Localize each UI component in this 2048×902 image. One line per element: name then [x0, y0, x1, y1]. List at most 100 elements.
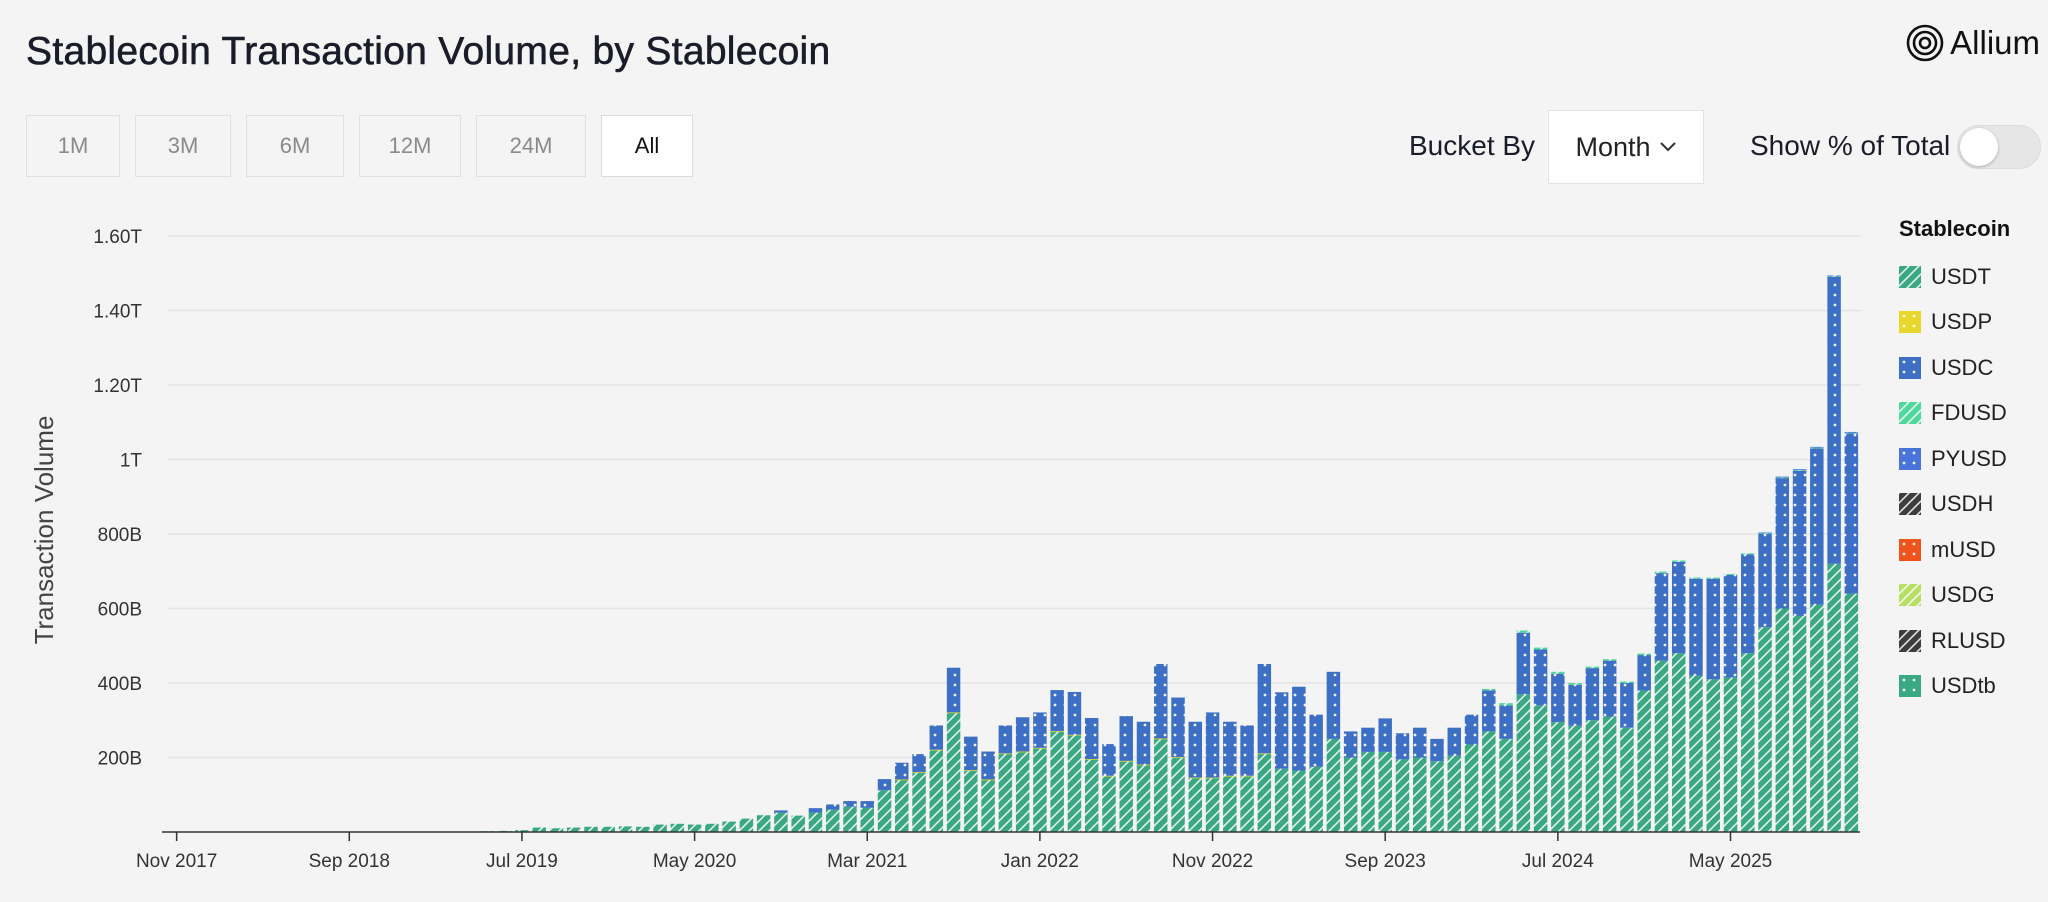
bar-segment-usdc[interactable] [1292, 686, 1306, 771]
bar-segment-usdt[interactable] [1671, 653, 1686, 832]
bar-segment-usdc[interactable] [1102, 744, 1116, 776]
bar-segment-usdc[interactable] [1395, 733, 1410, 760]
bar-segment-usdc[interactable] [1568, 684, 1582, 726]
bar-segment-usdc[interactable] [1792, 470, 1807, 616]
bar-segment-fdusd[interactable] [1654, 571, 1669, 574]
bar-segment-usdp[interactable] [895, 779, 909, 781]
legend-item-usdc[interactable]: USDC [1899, 345, 2010, 391]
range-1m-button[interactable]: 1M [26, 115, 120, 177]
range-24m-button[interactable]: 24M [476, 115, 586, 177]
bar-segment-usdc[interactable] [1516, 632, 1531, 695]
bar-segment-usdp[interactable] [1223, 775, 1237, 777]
bar-segment-usdt[interactable] [1274, 768, 1289, 832]
bar-segment-pyusd[interactable] [1775, 476, 1790, 478]
bar-segment-usdc[interactable] [895, 762, 909, 780]
bar-segment-fdusd[interactable] [1482, 688, 1496, 691]
bar-segment-usdc[interactable] [1413, 727, 1427, 758]
bar-segment-usdc[interactable] [1844, 433, 1859, 594]
bar-segment-fdusd[interactable] [1792, 469, 1807, 471]
bar-segment-usdc[interactable] [825, 804, 840, 810]
bar-segment-usdc[interactable] [1309, 714, 1323, 767]
bar-segment-usdt[interactable] [1033, 748, 1047, 832]
bar-segment-fdusd[interactable] [1499, 703, 1513, 706]
bar-segment-usdc[interactable] [1274, 692, 1289, 769]
bar-segment-usdp[interactable] [1084, 758, 1099, 760]
bar-segment-usdc[interactable] [1378, 718, 1392, 752]
bar-segment-usdt[interactable] [1154, 738, 1168, 833]
bar-segment-usdt[interactable] [1482, 731, 1496, 832]
bucket-by-select[interactable]: Month [1548, 110, 1704, 184]
bar-segment-fdusd[interactable] [1758, 532, 1772, 534]
bar-segment-usdt[interactable] [774, 812, 788, 832]
bar-segment-usdc[interactable] [1447, 727, 1461, 756]
bar-segment-usdc[interactable] [1257, 664, 1272, 754]
legend-item-usdp[interactable]: USDP [1899, 300, 2010, 346]
bar-segment-usdc[interactable] [946, 667, 961, 713]
bar-segment-usdc[interactable] [1361, 727, 1375, 752]
bar-segment-usdt[interactable] [964, 770, 978, 832]
bar-segment-usdt[interactable] [1343, 757, 1358, 833]
bar-segment-usdt[interactable] [1706, 679, 1720, 832]
bar-segment-usdp[interactable] [912, 772, 926, 773]
bar-segment-usdp[interactable] [1050, 731, 1064, 732]
bar-segment-usdc[interactable] [912, 754, 926, 773]
bar-segment-usdp[interactable] [1188, 777, 1203, 779]
legend-item-usdtb[interactable]: USDtb [1899, 664, 2010, 710]
bar-segment-usdc[interactable] [1171, 697, 1185, 758]
bar-segment-usdt[interactable] [1240, 776, 1254, 833]
bar-segment-fdusd[interactable] [1810, 447, 1824, 449]
bar-segment-usdc[interactable] [1741, 554, 1755, 654]
bar-segment-usdp[interactable] [1015, 751, 1030, 753]
bar-segment-usdc[interactable] [1654, 573, 1669, 661]
bar-segment-usdt[interactable] [1447, 755, 1461, 832]
bar-segment-usdt[interactable] [1015, 751, 1030, 832]
bar-segment-usdt[interactable] [1136, 764, 1151, 832]
bar-segment-usdt[interactable] [618, 826, 633, 832]
bar-segment-usdp[interactable] [1171, 757, 1185, 758]
bar-segment-usdc[interactable] [877, 779, 892, 791]
bar-segment-usdp[interactable] [998, 753, 1013, 755]
range-3m-button[interactable]: 3M [135, 115, 231, 177]
bar-segment-usdt[interactable] [567, 827, 581, 832]
bar-segment-usdc[interactable] [1119, 716, 1133, 761]
bar-segment-usdt[interactable] [1464, 744, 1479, 832]
bar-segment-usdt[interactable] [895, 779, 909, 832]
bar-segment-usdc[interactable] [1671, 561, 1686, 654]
bar-segment-fdusd[interactable] [1741, 553, 1755, 555]
bar-segment-usdc[interactable] [1775, 478, 1790, 609]
bar-segment-fdusd[interactable] [1620, 681, 1634, 683]
bar-segment-usdt[interactable] [705, 823, 719, 832]
bar-segment-usdc[interactable] [1240, 725, 1254, 776]
bar-segment-usdt[interactable] [1050, 731, 1064, 832]
bar-segment-usdt[interactable] [1775, 608, 1790, 833]
bar-segment-usdt[interactable] [1792, 615, 1807, 832]
legend-item-rlusd[interactable]: RLUSD [1899, 618, 2010, 664]
bar-segment-fdusd[interactable] [1844, 432, 1859, 434]
bar-segment-fdusd[interactable] [1602, 659, 1617, 661]
bar-segment-usdt[interactable] [1084, 759, 1099, 832]
bar-segment-usdp[interactable] [1205, 777, 1220, 779]
bar-segment-usdt[interactable] [1413, 757, 1427, 833]
bar-segment-usdt[interactable] [739, 818, 754, 832]
bar-segment-usdp[interactable] [1067, 734, 1082, 736]
bar-segment-fdusd[interactable] [1775, 477, 1790, 479]
bar-segment-fdusd[interactable] [1533, 647, 1548, 650]
bar-segment-usdc[interactable] [860, 801, 874, 808]
bar-segment-usdc[interactable] [1050, 690, 1064, 732]
bar-segment-usdt[interactable] [1810, 604, 1824, 832]
bar-segment-usdt[interactable] [756, 815, 771, 832]
bar-segment-usdc[interactable] [1223, 721, 1237, 776]
bar-segment-usdc[interactable] [1758, 534, 1772, 628]
bar-segment-usdt[interactable] [1689, 675, 1703, 832]
bar-segment-usdt[interactable] [1620, 727, 1634, 832]
bar-segment-usdt[interactable] [877, 790, 892, 832]
bar-segment-fdusd[interactable] [1516, 630, 1531, 633]
bar-segment-usdc[interactable] [1723, 574, 1738, 678]
bar-segment-usdt[interactable] [808, 812, 823, 832]
bar-segment-usdt[interactable] [1516, 694, 1531, 832]
range-all-button[interactable]: All [601, 115, 693, 177]
bar-segment-usdc[interactable] [1585, 668, 1600, 721]
bar-segment-usdt[interactable] [1654, 660, 1669, 832]
bar-segment-usdp[interactable] [1240, 775, 1254, 777]
bar-segment-usdc[interactable] [1637, 655, 1651, 691]
